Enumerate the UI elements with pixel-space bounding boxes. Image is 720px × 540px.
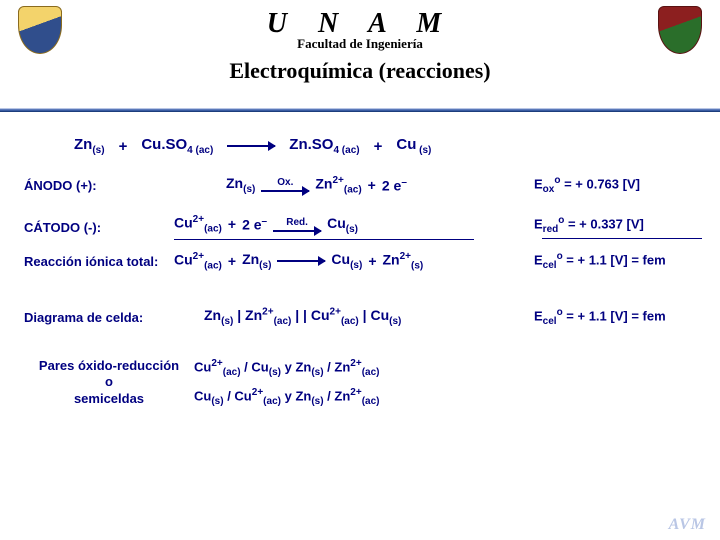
anode-potential: Eoxo = + 0.763 [V] (526, 175, 696, 195)
anode-row: ÁNODO (+): Zn(s) Ox. Zn2+(ac) + 2 e– Eox… (24, 172, 696, 198)
pairs-label: Pares óxido-reducción o semiceldas (24, 358, 194, 409)
faculty-subtitle: Facultad de Ingeniería (0, 36, 720, 52)
cell-potential-1: Ecelo = + 1.1 [V] = fem (526, 251, 696, 271)
diagram-label: Diagrama de celda: (24, 310, 174, 325)
divider-line (174, 239, 474, 240)
total-row: Reacción iónica total: Cu2+(ac) + Zn(s) … (24, 248, 696, 274)
content-area: Zn(s) + Cu.SO4 (ac) Zn.SO4 (ac) + Cu (s)… (0, 112, 720, 412)
cell-potential-2: Ecelo = + 1.1 [V] = fem (526, 307, 696, 327)
slide-header: U N A M Facultad de Ingeniería Electroqu… (0, 0, 720, 112)
main-reaction: Zn(s) + Cu.SO4 (ac) Zn.SO4 (ac) + Cu (s) (74, 136, 696, 156)
pairs-equations: Cu2+(ac) / Cu(s) y Zn(s) / Zn2+(ac) Cu(s… (194, 354, 380, 412)
arrow-icon (277, 260, 325, 262)
logo-unam-left (18, 6, 62, 54)
page-title: Electroquímica (reacciones) (0, 58, 720, 84)
logo-fac-right (658, 6, 702, 54)
divider-line (542, 238, 702, 239)
author-signature: AVM (669, 516, 706, 534)
cell-diagram-row: Diagrama de celda: Zn(s) | Zn2+(ac) | | … (24, 304, 696, 330)
cathode-potential-col: Eredo = + 0.337 [V] (526, 215, 696, 240)
anode-label: ÁNODO (+): (24, 178, 174, 193)
cathode-label: CÁTODO (-): (24, 220, 174, 235)
header-rule (0, 108, 720, 112)
redox-pairs-block: Pares óxido-reducción o semiceldas Cu2+(… (24, 354, 696, 412)
arrow-icon (261, 190, 309, 192)
arrow-icon (273, 230, 321, 232)
total-label: Reacción iónica total: (24, 254, 174, 269)
cathode-row: CÁTODO (-): Cu2+(ac) + 2 e– Red. Cu(s) E… (24, 214, 696, 240)
arrow-icon (227, 145, 275, 147)
